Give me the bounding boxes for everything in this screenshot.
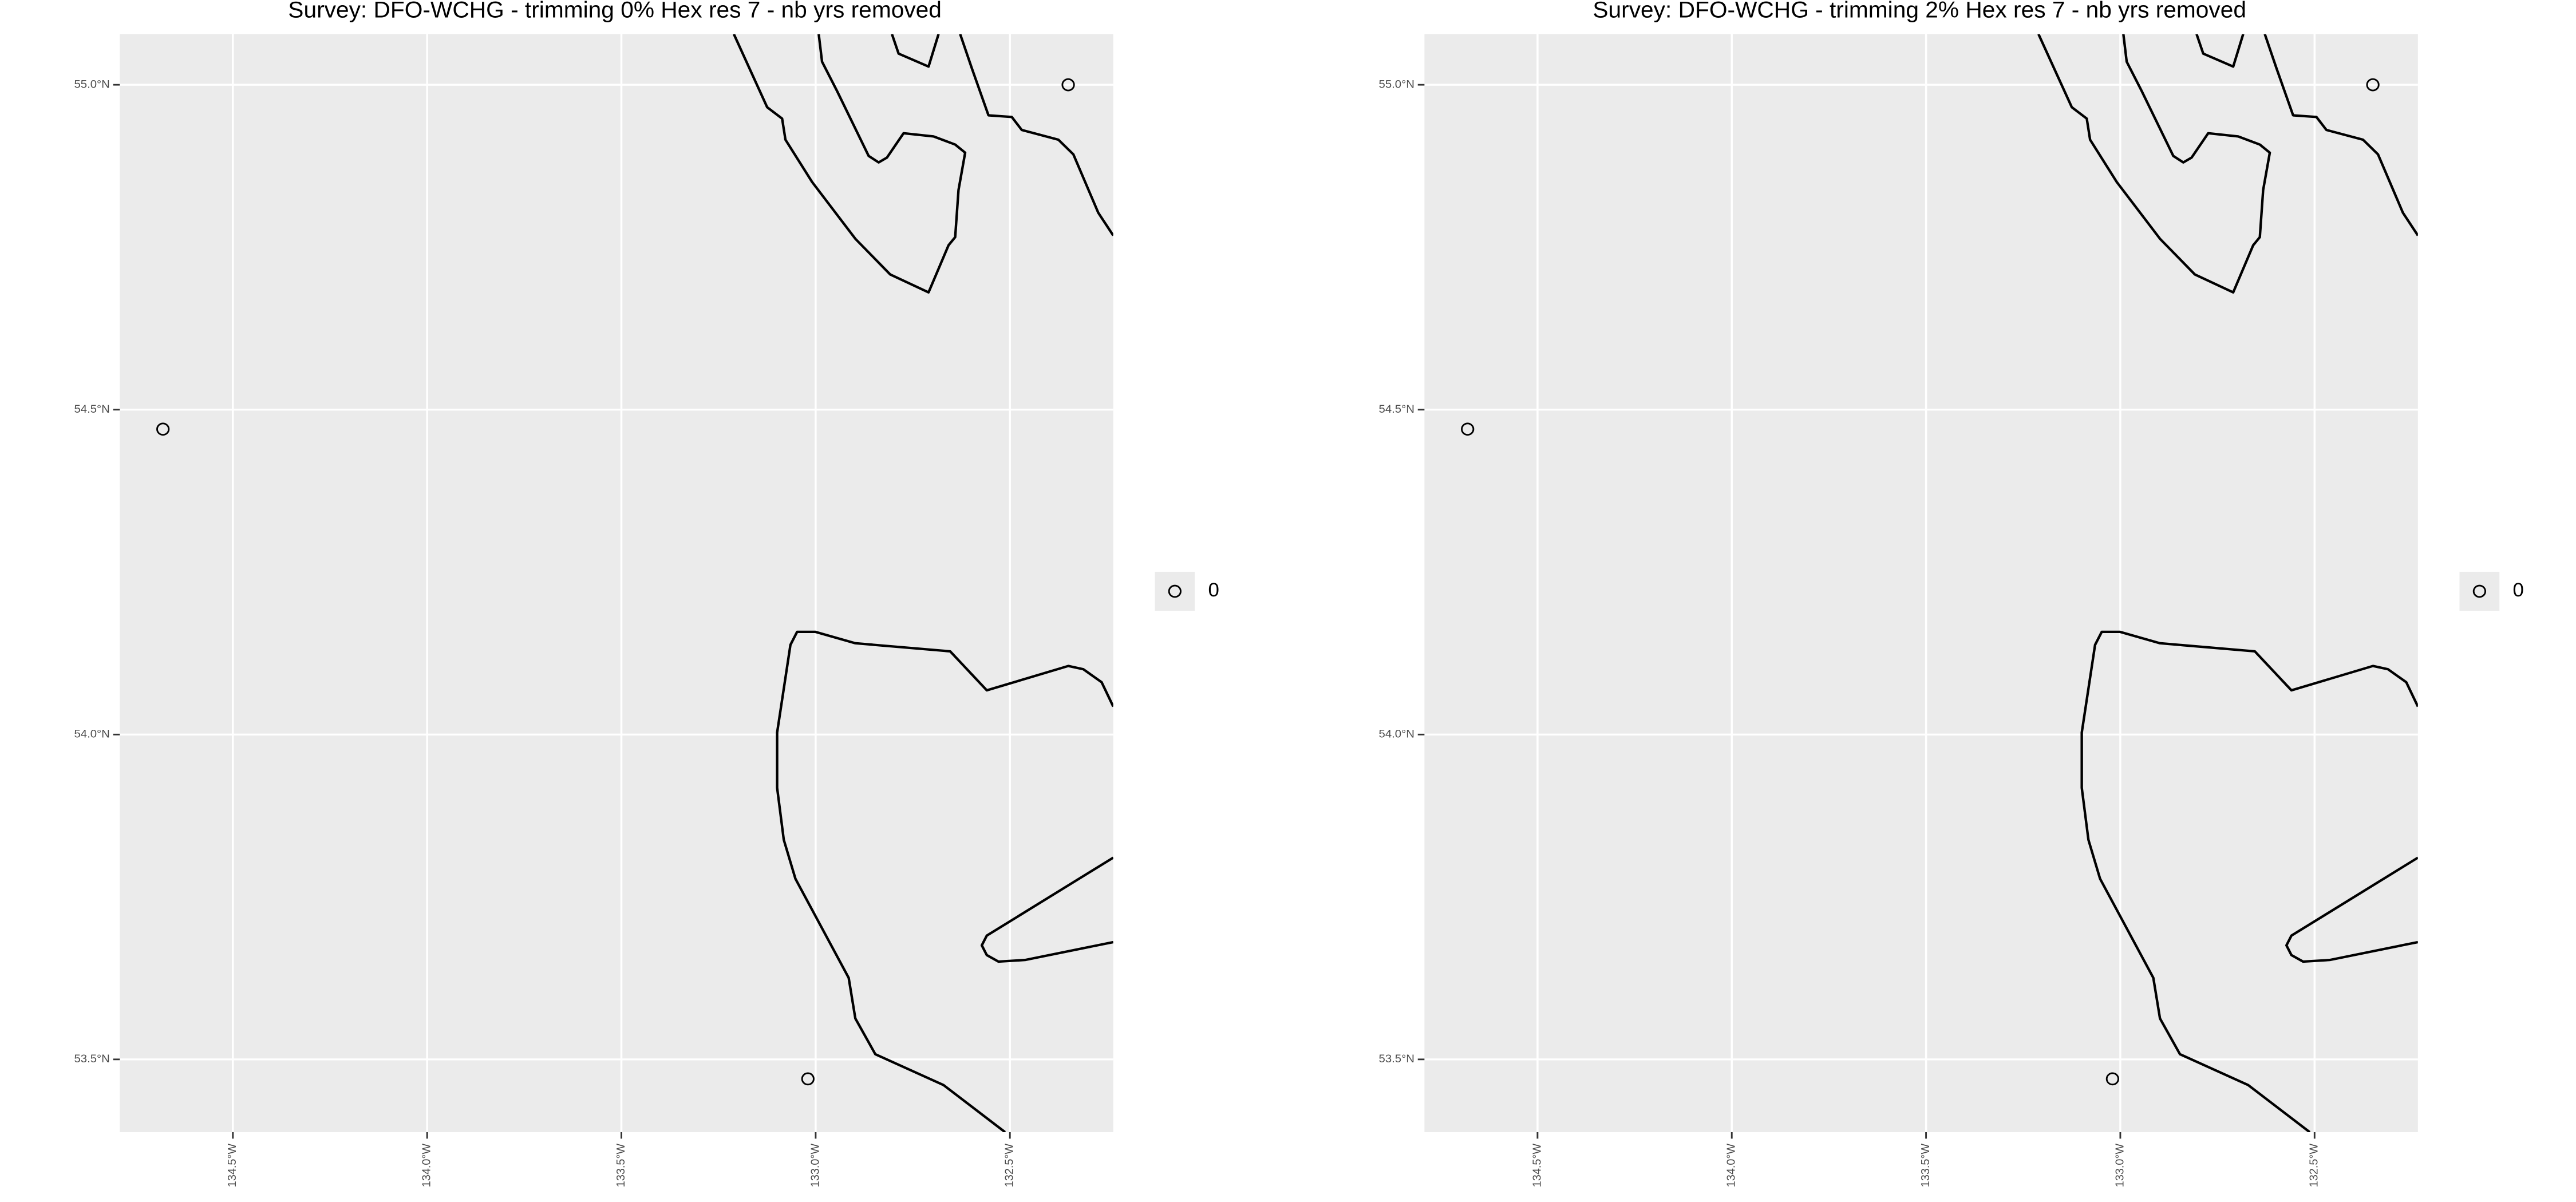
point <box>2105 1072 2119 1086</box>
y-tick-label: 55.0°N <box>74 78 109 91</box>
y-tick-label: 55.0°N <box>1379 78 1415 91</box>
panel-background <box>120 34 1113 1132</box>
y-tick-label: 54.0°N <box>1379 728 1415 741</box>
point <box>801 1072 815 1086</box>
x-tick-label: 133.5°W <box>1919 1144 1932 1187</box>
x-tick-label: 133.5°W <box>615 1144 627 1187</box>
y-tick-label: 54.0°N <box>74 728 109 741</box>
y-tick-label: 54.5°N <box>1379 403 1415 416</box>
x-tick-label: 133.0°W <box>2113 1144 2126 1187</box>
x-tick-label: 132.5°W <box>1003 1144 1016 1187</box>
x-tick-label: 133.0°W <box>809 1144 821 1187</box>
panel-background <box>1424 34 2418 1132</box>
legend-label: 0 <box>1208 579 1219 601</box>
legend-key <box>2459 571 2500 611</box>
legend-symbol <box>2472 584 2487 598</box>
point <box>1061 78 1075 92</box>
point <box>1461 422 1475 436</box>
y-tick-label: 53.5°N <box>1379 1053 1415 1065</box>
chart-title: Survey: DFO-WCHG - trimming 2% Hex res 7… <box>1593 0 2246 22</box>
x-tick-label: 134.0°W <box>420 1144 433 1187</box>
panel: 134.5°W 134.0°W 133.5°W 133.0°W 132.5°W 53.5°… <box>1379 0 2524 1187</box>
legend-symbol <box>1168 584 1182 598</box>
x-tick-label: 134.5°W <box>226 1144 239 1187</box>
x-tick-label: 134.5°W <box>1531 1144 1543 1187</box>
x-tick-label: 132.5°W <box>2308 1144 2320 1187</box>
point <box>156 422 170 436</box>
y-tick-label: 53.5°N <box>74 1053 109 1065</box>
legend-label: 0 <box>2513 579 2524 601</box>
x-tick-label: 134.0°W <box>1725 1144 1737 1187</box>
panel: 134.5°W 134.0°W 133.5°W 133.0°W 132.5°W 53.5°… <box>74 0 1219 1187</box>
y-tick-label: 54.5°N <box>74 403 109 416</box>
point <box>2366 78 2380 92</box>
legend-key <box>1155 571 1195 611</box>
chart-title: Survey: DFO-WCHG - trimming 0% Hex res 7… <box>288 0 942 22</box>
